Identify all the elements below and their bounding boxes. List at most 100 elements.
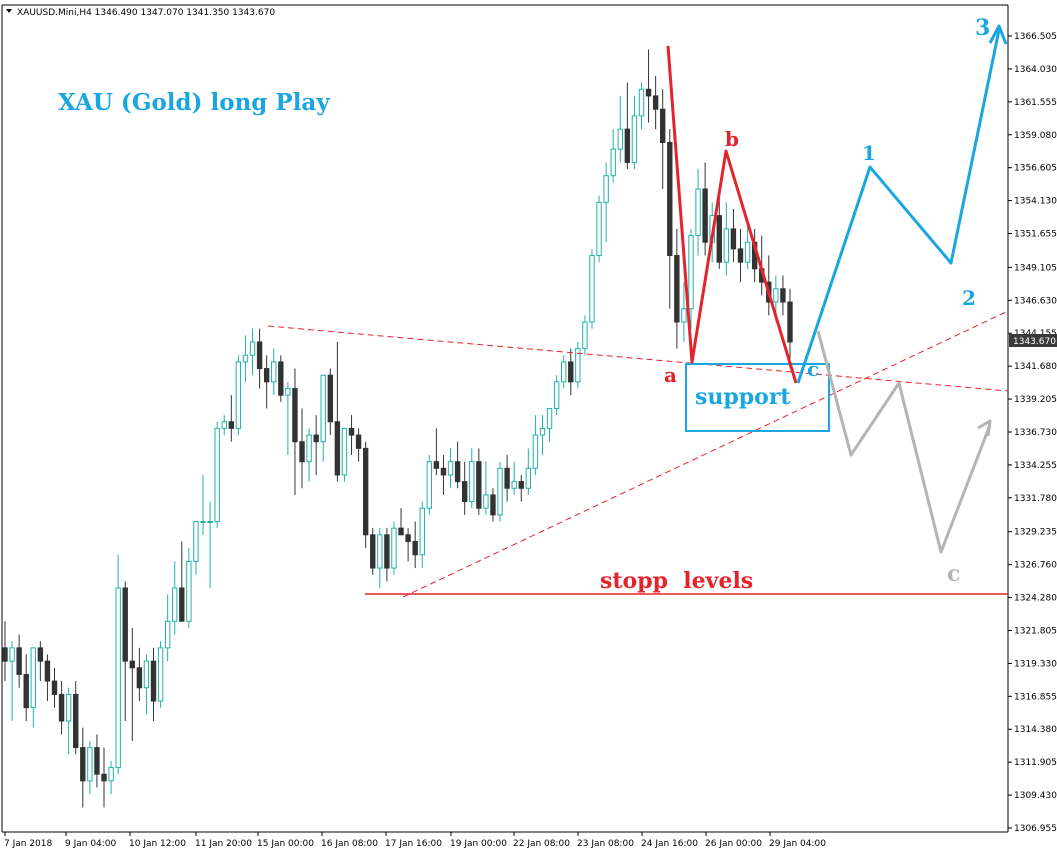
bullish-candle [553,381,560,409]
current-price-tag [1009,334,1057,347]
bullish-candle [681,308,687,323]
bearish-candle [787,301,793,343]
bullish-candle [695,188,701,237]
bearish-candle [624,128,631,163]
bullish-candle [511,481,517,489]
bearish-candle [568,361,574,383]
blue-arrow-head-icon [988,24,1008,45]
price-tick-label: 1316.855 [1014,692,1057,702]
blue-projection-path [796,29,1001,384]
bullish-candle [242,354,249,363]
bearish-candle [504,467,510,489]
resistance-trendline [267,325,1009,392]
price-tick-label: 1366.505 [1014,32,1057,42]
support-label: support [695,384,791,410]
bullish-candle [589,255,595,323]
time-tick-label: 16 Jan 08:00 [321,839,378,849]
bearish-candle [412,540,418,556]
bearish-candle [334,421,341,476]
bullish-candle [603,175,609,203]
bearish-candle [256,341,263,370]
bullish-candle [575,348,581,383]
bullish-candle [115,587,121,769]
bearish-candle [2,647,8,662]
time-tick-label: 26 Jan 00:00 [705,839,762,849]
time-tick-label: 7 Jan 2018 [4,839,52,849]
bearish-candle [327,374,334,423]
bearish-candle [355,434,362,449]
time-tick-label: 10 Jan 12:00 [129,839,186,849]
bullish-candle [688,235,694,310]
label-2: 2 [962,286,976,310]
time-tick-label: 24 Jan 16:00 [641,839,698,849]
label-c-blue: c [807,357,819,381]
bearish-candle [51,680,58,695]
time-tick-label: 15 Jan 00:00 [257,839,314,849]
bearish-candle [652,95,659,110]
bearish-candle [228,421,234,429]
bullish-candle [65,693,72,722]
price-tick-label: 1361.555 [1014,98,1057,108]
bullish-candle [617,128,623,150]
bearish-candle [37,647,44,662]
bullish-candle [377,534,383,569]
price-tick-label: 1321.805 [1014,626,1057,636]
bearish-candle [179,587,185,622]
bullish-candle [525,467,532,489]
bearish-candle [362,447,369,536]
bearish-candle [461,481,468,503]
bullish-candle [596,201,602,257]
price-tick-label: 1364.030 [1014,65,1057,75]
bullish-candle [172,587,178,622]
bullish-candle [582,321,588,350]
bearish-candle [440,467,447,476]
bullish-candle [610,148,616,177]
dropdown-arrow-icon[interactable] [6,9,12,13]
price-tick-label: 1309.430 [1014,791,1057,801]
bullish-candle [143,660,150,689]
bullish-candle [546,407,553,429]
time-tick-label: 9 Jan 04:00 [65,839,117,849]
price-tick-label: 1319.330 [1014,659,1057,669]
time-tick-label: 11 Jan 20:00 [195,839,252,849]
bullish-candle [631,115,638,163]
price-tick-label: 1341.680 [1014,362,1057,372]
bearish-candle [667,141,673,257]
bullish-candle [186,560,192,622]
bearish-candle [348,427,355,436]
bearish-candle [122,587,128,662]
bearish-candle [476,461,482,509]
bearish-candle [716,215,722,263]
label-1: 1 [862,141,876,165]
label-c-grey: c [947,561,960,587]
time-tick-label: 19 Jan 00:00 [450,839,507,849]
time-tick-label: 22 Jan 08:00 [513,839,570,849]
support-trendline [402,310,1009,598]
bullish-candle [497,467,503,516]
price-tick-label: 1324.280 [1014,594,1057,604]
bearish-candle [730,228,737,250]
bearish-candle [278,361,284,396]
bullish-candle [320,374,326,443]
bullish-candle [200,521,206,524]
support-box [685,363,830,432]
price-tick-label: 1329.235 [1014,528,1057,538]
stop-levels-label: stopp levels [600,568,753,594]
price-tick-label: 1314.380 [1014,725,1057,735]
bearish-candle [645,88,652,97]
price-tick-label: 1356.605 [1014,164,1057,174]
bearish-candle [44,660,51,682]
bullish-candle [391,527,397,569]
bearish-candle [490,494,496,516]
bearish-candle [660,108,666,143]
grey-alternative-path [816,330,992,554]
price-tick-label: 1331.780 [1014,494,1057,504]
price-tick-label: 1336.730 [1014,428,1057,438]
bearish-candle [136,667,143,689]
bullish-candle [285,388,291,396]
bullish-candle [561,361,567,383]
bearish-candle [384,534,390,569]
bullish-candle [773,288,779,303]
bullish-candle [419,507,425,556]
